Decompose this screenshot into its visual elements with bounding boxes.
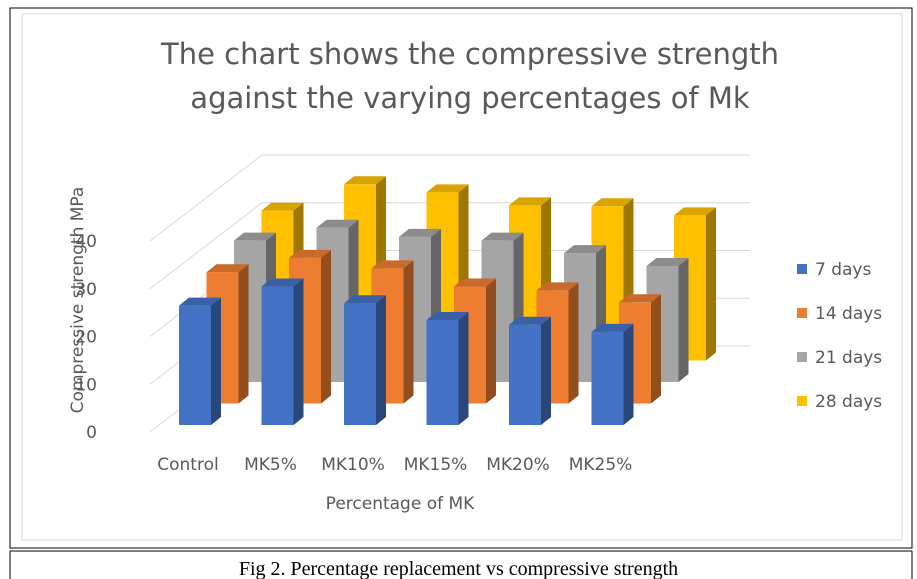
x-tick-label: MK20% (486, 455, 550, 475)
bar-side (651, 294, 661, 404)
bar-top (426, 311, 469, 320)
bar (261, 286, 294, 425)
bar-side (403, 260, 414, 404)
bar-side (678, 257, 689, 382)
bar-top (399, 228, 441, 237)
legend-label: 28 days (815, 392, 882, 412)
bar-side (458, 311, 469, 425)
bar (179, 305, 211, 425)
bar-top (509, 316, 551, 325)
chart-area (21, 13, 903, 541)
caption: Fig 2. Percentage replacement vs compres… (238, 558, 679, 579)
bar-side (238, 264, 249, 404)
bar-top (206, 264, 249, 273)
bar-top (564, 245, 606, 254)
bar (344, 303, 376, 425)
bar-top (344, 176, 386, 185)
x-tick-label: MK5% (244, 455, 297, 475)
bar-top (289, 249, 331, 258)
x-tick-label: MK25% (569, 455, 633, 475)
x-tick-label: MK15% (404, 455, 468, 475)
bar-side (706, 207, 716, 361)
legend-label: 7 days (815, 260, 871, 280)
x-tick-label: MK10% (321, 455, 385, 475)
x-axis-label: Percentage of MK (326, 494, 475, 514)
y-tick-label: 0 (86, 423, 97, 443)
bar-side (568, 282, 579, 404)
grid-line (149, 202, 750, 290)
legend-swatch (797, 396, 807, 406)
legend-swatch (797, 308, 807, 318)
bar (426, 319, 459, 425)
bar-top (179, 297, 221, 306)
y-tick-label: 30 (75, 280, 97, 300)
bar-top (674, 207, 716, 216)
bar-top (481, 232, 524, 241)
y-tick-label: 10 (75, 375, 97, 395)
bar-side (376, 295, 386, 425)
bar-top (536, 282, 579, 291)
grid-line (149, 154, 750, 242)
bar-top (344, 295, 386, 304)
bar-top (454, 278, 496, 287)
bar-side (623, 323, 634, 425)
bar (509, 324, 541, 425)
x-tick-label: Control (157, 455, 218, 475)
bar-top (316, 219, 359, 228)
bar (591, 331, 624, 425)
bar-side (211, 297, 221, 425)
y-tick-label: 40 (75, 232, 97, 252)
y-tick-label: 20 (75, 328, 97, 348)
bar-top (646, 257, 689, 266)
legend-label: 14 days (815, 304, 882, 324)
legend-swatch (797, 264, 807, 274)
bar-side (321, 249, 331, 404)
bar-top (619, 294, 661, 303)
bar-side (541, 316, 551, 425)
y-axis-label: Compressive strength MPa (68, 187, 88, 414)
legend-swatch (797, 352, 807, 362)
bar-side (486, 278, 496, 404)
bar-top (509, 197, 551, 206)
bar-top (371, 260, 414, 269)
bar-top (261, 202, 304, 211)
bar-top (426, 184, 469, 193)
bar-top (591, 198, 634, 207)
legend-label: 21 days (815, 348, 882, 368)
chart-frame (9, 7, 913, 549)
bar-top (261, 278, 304, 287)
bar-side (293, 278, 304, 425)
chart-title: The chart shows the compressive strength… (161, 37, 779, 115)
bar-top (591, 323, 634, 332)
bar-top (234, 232, 276, 241)
